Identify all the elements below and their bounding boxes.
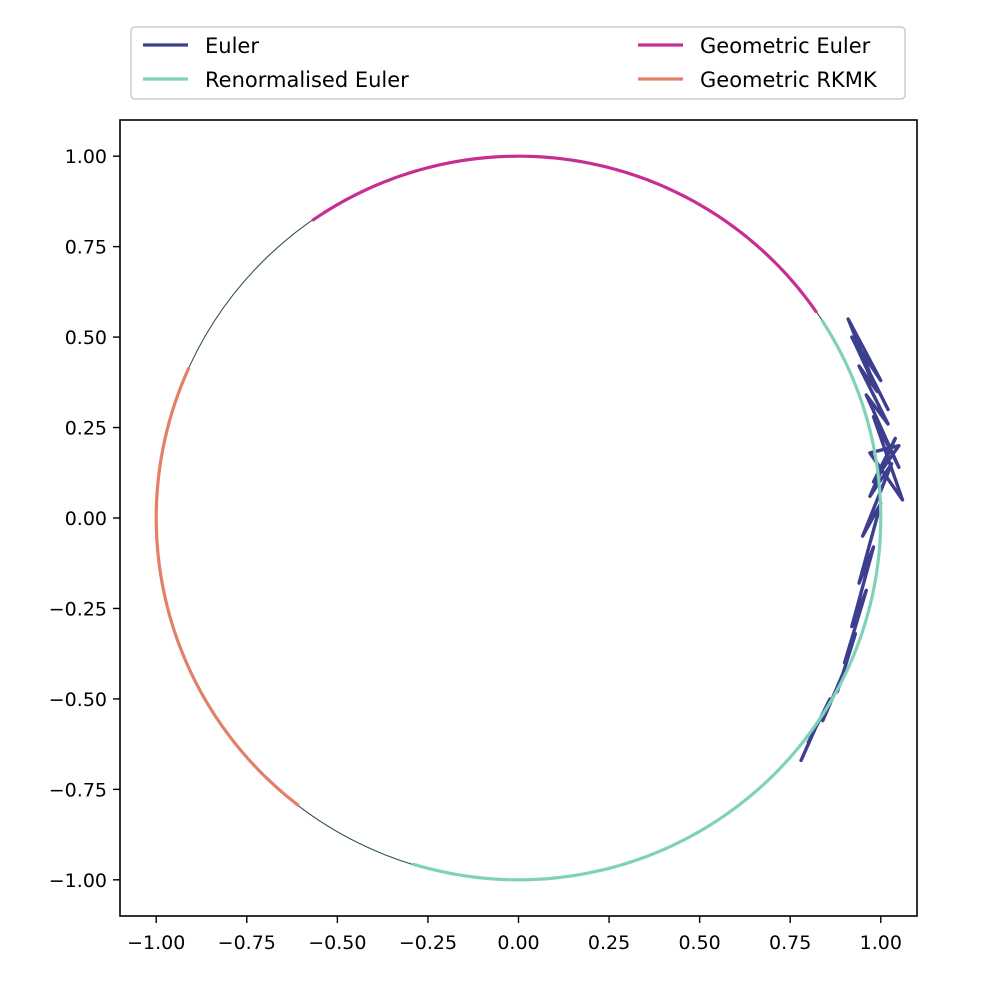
x-tick-label: 1.00 [860,932,902,954]
series-line-geometric-euler [311,154,818,314]
x-tick-label: 0.25 [588,932,630,954]
y-tick-label: 0.50 [65,327,107,349]
legend-label-geometric-rkmk: Geometric RKMK [700,68,878,92]
y-tick-label: −0.50 [49,689,107,711]
legend-entries: Euler Renormalised Euler Geometric Euler Ge… [143,34,878,92]
x-tick-label: 0.00 [497,932,539,954]
series-line-geometric-rkmk [154,366,300,807]
x-tick-label: −0.50 [308,932,366,954]
x-tick-label: 0.75 [769,932,811,954]
plot-area: −1.00 −0.75 −0.50 −0.25 0.00 0.25 0.50 0.75 1.00… [49,119,918,954]
x-tick-label: −0.25 [399,932,457,954]
legend-label-geometric-euler: Geometric Euler [700,34,871,58]
x-tick-label: 0.50 [678,932,720,954]
y-tick-label: 1.00 [65,146,107,168]
x-tick-label: −0.75 [218,932,276,954]
x-axis: −1.00 −0.75 −0.50 −0.25 0.00 0.25 0.50 0.75 1.00 [127,916,902,954]
y-tick-label: −0.25 [49,598,107,620]
legend: Euler Renormalised Euler Geometric Euler Ge… [130,26,906,100]
series-layer [154,154,905,882]
legend-label-renormalised-euler: Renormalised Euler [205,68,409,92]
legend-box [130,26,906,100]
y-tick-label: −1.00 [49,870,107,892]
y-axis: −1.00 −0.75 −0.50 −0.25 0.00 0.25 0.50 0.75 1.00 [49,146,120,892]
y-tick-label: 0.00 [65,508,107,530]
y-tick-label: −0.75 [49,779,107,801]
y-tick-label: 0.25 [65,418,107,440]
y-tick-label: 0.75 [65,237,107,259]
x-tick-label: −1.00 [127,932,185,954]
legend-label-euler: Euler [205,34,259,58]
series-line-renormalised-euler [412,319,883,882]
